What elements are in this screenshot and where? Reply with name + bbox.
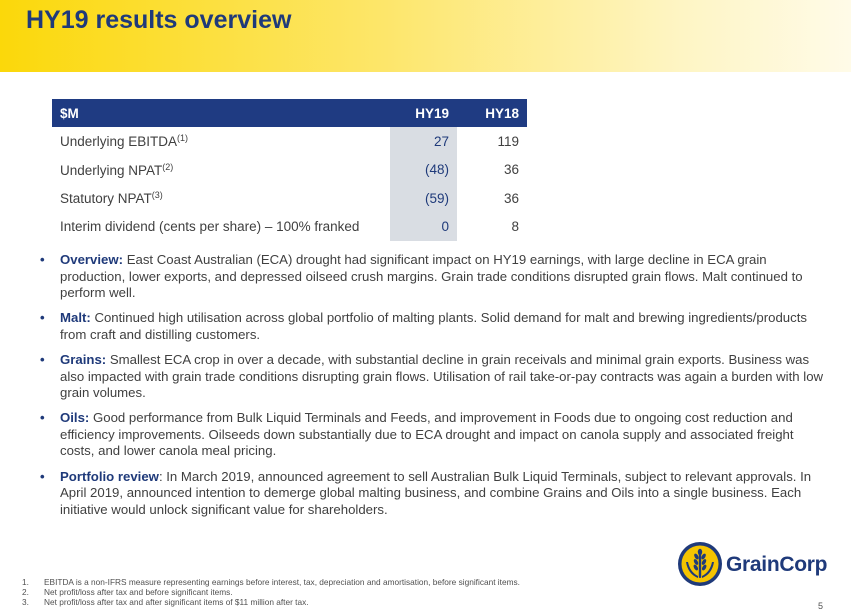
footnotes: 1. EBITDA is a non-IFRS measure represent… [22,577,520,607]
footnote-text: Net profit/loss after tax and before sig… [44,587,233,597]
column-header-label: $M [52,99,390,127]
bullet-heading: Grains: [60,351,107,367]
bullet-marker: • [40,351,45,367]
wheat-emblem-icon [678,542,722,586]
footnote-number: 2. [22,587,29,597]
bullet-heading: Overview: [60,252,124,267]
bullet-marker: • [40,310,45,326]
results-table: $M HY19 HY18 Underlying EBITDA(1) 27 119… [52,99,527,241]
hy18-value: 36 [503,190,519,206]
bullet-heading: Portfolio review [60,468,159,484]
footnote-number: 1. [22,577,29,587]
row-label: Underlying NPAT [60,162,163,178]
bullet-text: East Coast Australian (ECA) drought had … [60,252,803,301]
table-row: Underlying EBITDA(1) 27 119 [52,127,527,156]
table-row: Underlying NPAT(2) (48) 36 [52,155,527,185]
table-header-row: $M HY19 HY18 [52,99,527,127]
list-item: • Portfolio review: In March 2019, announ… [40,469,830,519]
row-label-cell: Interim dividend (cents per share) – 100… [52,213,390,242]
bullet-text: Smallest ECA crop in over a decade, with… [60,351,824,401]
footnote: 1. EBITDA is a non-IFRS measure represent… [22,577,520,587]
table-row: Statutory NPAT(3) (59) 36 [52,184,527,213]
hy19-value: (59) [390,184,457,213]
row-label: Underlying EBITDA [60,134,178,150]
hy19-value: 27 [390,127,457,156]
bullet-marker: • [40,410,45,426]
hy19-value: 0 [390,212,457,241]
bullet-marker: • [40,252,45,267]
list-item: • Grains: Smallest ECA crop in over a dec… [40,352,830,402]
row-label-cell: Underlying NPAT(2) [52,156,390,185]
bullet-text: Good performance from Bulk Liquid Termin… [60,410,794,459]
bullet-marker: • [40,468,45,484]
table-row: Interim dividend (cents per share) – 100… [52,212,527,242]
footnote: 2. Net profit/loss after tax and before s… [22,587,520,597]
footnote-ref: (3) [151,190,163,201]
commentary-list: • Overview: East Coast Australian (ECA) d… [40,252,830,527]
row-label: Interim dividend (cents per share) – 100… [60,219,360,235]
bullet-text: : In March 2019, announced agreement to … [60,468,812,517]
footnote-ref: (1) [177,133,189,144]
bullet-text: Continued high utilisation across global… [60,310,807,342]
logo-wordmark: GrainCorp [726,553,828,576]
list-item: • Overview: East Coast Australian (ECA) d… [40,252,830,302]
footnote-text: Net profit/loss after tax and after sign… [44,597,309,607]
graincorp-logo: GrainCorp [677,541,827,587]
row-label-cell: Statutory NPAT(3) [52,184,390,213]
footnote-ref: (2) [162,161,174,172]
row-label: Statutory NPAT [60,191,152,207]
footnote-number: 3. [22,597,29,607]
page-number: 5 [818,601,824,611]
list-item: • Malt: Continued high utilisation across… [40,310,830,343]
row-label-cell: Underlying EBITDA(1) [52,127,390,156]
hy18-value: 36 [503,162,519,178]
column-header-hy18: HY18 [457,99,527,127]
header-band: HY19 results overview [0,0,851,72]
page-title: HY19 results overview [26,6,292,34]
bullet-heading: Oils: [60,410,90,426]
column-header-hy19: HY19 [390,99,457,127]
hy19-value: (48) [390,155,457,184]
list-item: • Oils: Good performance from Bulk Liquid… [40,410,830,460]
footnote-text: EBITDA is a non-IFRS measure representin… [44,577,520,587]
footnote: 3. Net profit/loss after tax and after si… [22,597,520,607]
hy18-value: 119 [497,133,519,149]
bullet-heading: Malt: [60,310,91,326]
hy18-value: 8 [511,219,519,235]
